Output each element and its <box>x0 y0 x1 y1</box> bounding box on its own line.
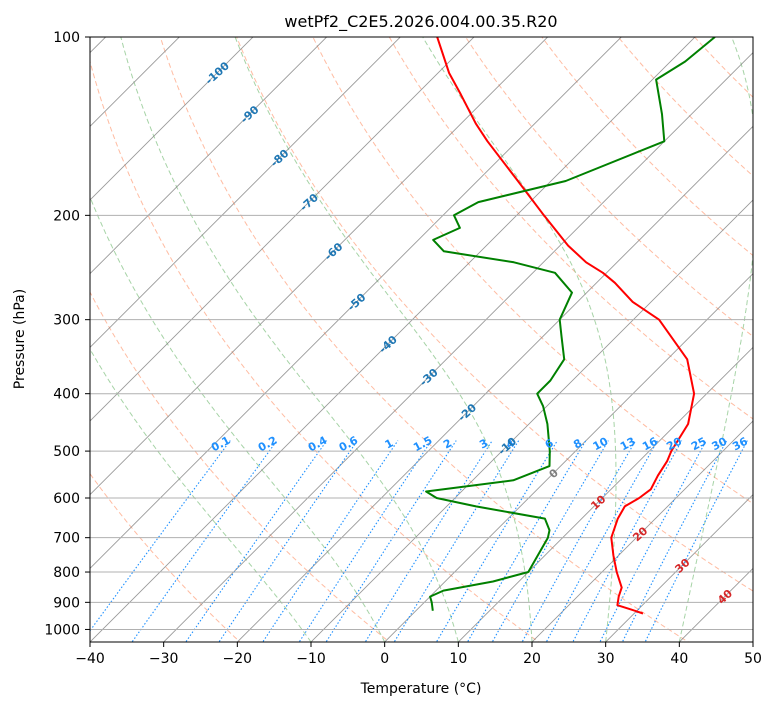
mixing-ratio-line <box>466 440 587 642</box>
mixing-ratio-line <box>621 440 728 642</box>
x-tick-label: 30 <box>597 651 615 667</box>
moist-adiabat <box>90 196 386 642</box>
mixing-ratio-line <box>325 440 457 642</box>
mixing-ratio-label: 13 <box>618 435 638 454</box>
x-tick-label: −10 <box>296 651 326 667</box>
mixing-ratio-label: 36 <box>730 435 750 454</box>
mixing-ratio-line <box>644 440 748 642</box>
plot-frame <box>89 36 754 643</box>
dry-adiabat <box>541 37 753 257</box>
dry-adiabat <box>90 291 391 642</box>
moist-adiabat <box>422 37 617 642</box>
background-lines <box>0 10 775 654</box>
x-axis: −40 −30 −20 −10 0 10 20 30 40 50 <box>75 642 762 667</box>
isotherm-label: 40 <box>715 587 735 607</box>
dry-adiabat <box>312 37 753 505</box>
isotherm-line <box>90 37 475 422</box>
x-tick-label: −40 <box>75 651 105 667</box>
y-tick-label: 200 <box>53 208 80 224</box>
x-tick-label: 0 <box>380 651 389 667</box>
dry-adiabat <box>388 37 753 420</box>
y-tick-label: 900 <box>53 595 80 611</box>
mixing-ratio-label: 10 <box>591 434 611 453</box>
isotherm-label: 10 <box>588 492 608 512</box>
isotherm-line <box>236 125 753 642</box>
isotherm-line <box>752 641 753 642</box>
mixing-ratio-line <box>298 440 432 642</box>
y-tick-label: 400 <box>53 387 80 403</box>
mixing-ratio-label: 1 <box>383 436 396 451</box>
x-tick-label: 40 <box>670 651 688 667</box>
mixing-ratio-line <box>185 440 328 642</box>
profile-lines <box>425 37 716 615</box>
isotherm-line <box>457 346 753 642</box>
isotherm-line <box>90 37 401 348</box>
mixing-ratio-line <box>131 440 278 642</box>
dry-adiabat <box>465 37 753 338</box>
chart-title: wetPf2_C2E5.2026.004.00.35.R20 <box>284 12 557 32</box>
mixing-ratio-label: 25 <box>689 435 709 454</box>
moist-adiabat <box>120 37 459 642</box>
x-tick-label: 50 <box>744 651 762 667</box>
y-tick-label: 800 <box>53 565 80 581</box>
mixing-ratio-line <box>545 440 659 642</box>
mixing-ratio-label: 30 <box>710 435 730 454</box>
isotherm-line <box>605 494 753 642</box>
mixing-ratio-label: 2 <box>441 436 454 451</box>
isotherm-line <box>531 420 753 642</box>
y-tick-label: 100 <box>53 30 80 46</box>
y-tick-label: 700 <box>53 531 80 547</box>
isotherm-line <box>90 37 549 496</box>
dry-adiabat <box>758 24 775 645</box>
mixing-ratio-label: 3 <box>477 436 490 451</box>
isotherm-line <box>384 273 753 642</box>
isotherm-line <box>90 37 328 275</box>
mixing-ratio-line <box>491 440 609 642</box>
temperature-line <box>436 37 696 615</box>
y-tick-label: 300 <box>53 313 80 329</box>
isotherm-line <box>163 52 753 642</box>
mixing-ratio-line <box>262 440 399 642</box>
y-tick-label: 1000 <box>44 622 80 638</box>
dry-adiabat <box>90 59 540 642</box>
isotherm-line <box>310 199 753 642</box>
x-tick-label: −20 <box>223 651 253 667</box>
mixing-ratio-label: 6 <box>543 436 556 451</box>
mixing-ratio-label: 16 <box>640 435 660 454</box>
isotherm-line <box>90 37 254 201</box>
dry-adiabat <box>236 37 753 592</box>
moist-adiabat <box>678 37 753 642</box>
y-axis-label: Pressure (hPa) <box>12 289 28 389</box>
mixing-ratio-line <box>521 440 637 642</box>
pressure-gridlines <box>90 37 753 630</box>
dry-adiabat <box>90 472 241 642</box>
isotherm-label: -100 <box>203 59 232 87</box>
moist-adiabat <box>90 348 312 642</box>
mixing-ratio-line <box>364 440 493 642</box>
dewpoint-line <box>425 37 716 611</box>
mixing-ratio-line <box>435 440 558 642</box>
mixing-ratio-line <box>599 440 707 642</box>
mixing-ratio-line <box>572 440 683 642</box>
isotherm-line <box>0 10 59 654</box>
x-axis-label: Temperature (°C) <box>360 681 482 697</box>
y-tick-label: 600 <box>53 491 80 507</box>
mixing-ratio-line <box>393 440 520 642</box>
x-tick-label: 10 <box>449 651 467 667</box>
mixing-ratio-label: 20 <box>664 434 684 453</box>
isotherm-line <box>90 37 622 569</box>
isotherm-line <box>90 37 180 127</box>
isotherm-line <box>90 37 696 642</box>
y-tick-label: 500 <box>53 444 80 460</box>
x-tick-label: −30 <box>149 651 179 667</box>
y-axis: 100 200 300 400 500 600 700 800 900 1000 <box>44 30 90 638</box>
mixing-ratio-line <box>90 440 231 632</box>
mixing-ratio-line <box>218 440 358 642</box>
x-tick-label: 20 <box>523 651 541 667</box>
